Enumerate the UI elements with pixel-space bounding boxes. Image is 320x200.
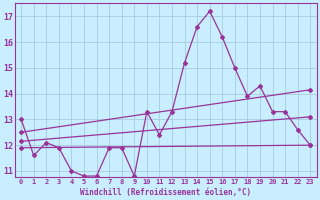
X-axis label: Windchill (Refroidissement éolien,°C): Windchill (Refroidissement éolien,°C) (80, 188, 251, 197)
